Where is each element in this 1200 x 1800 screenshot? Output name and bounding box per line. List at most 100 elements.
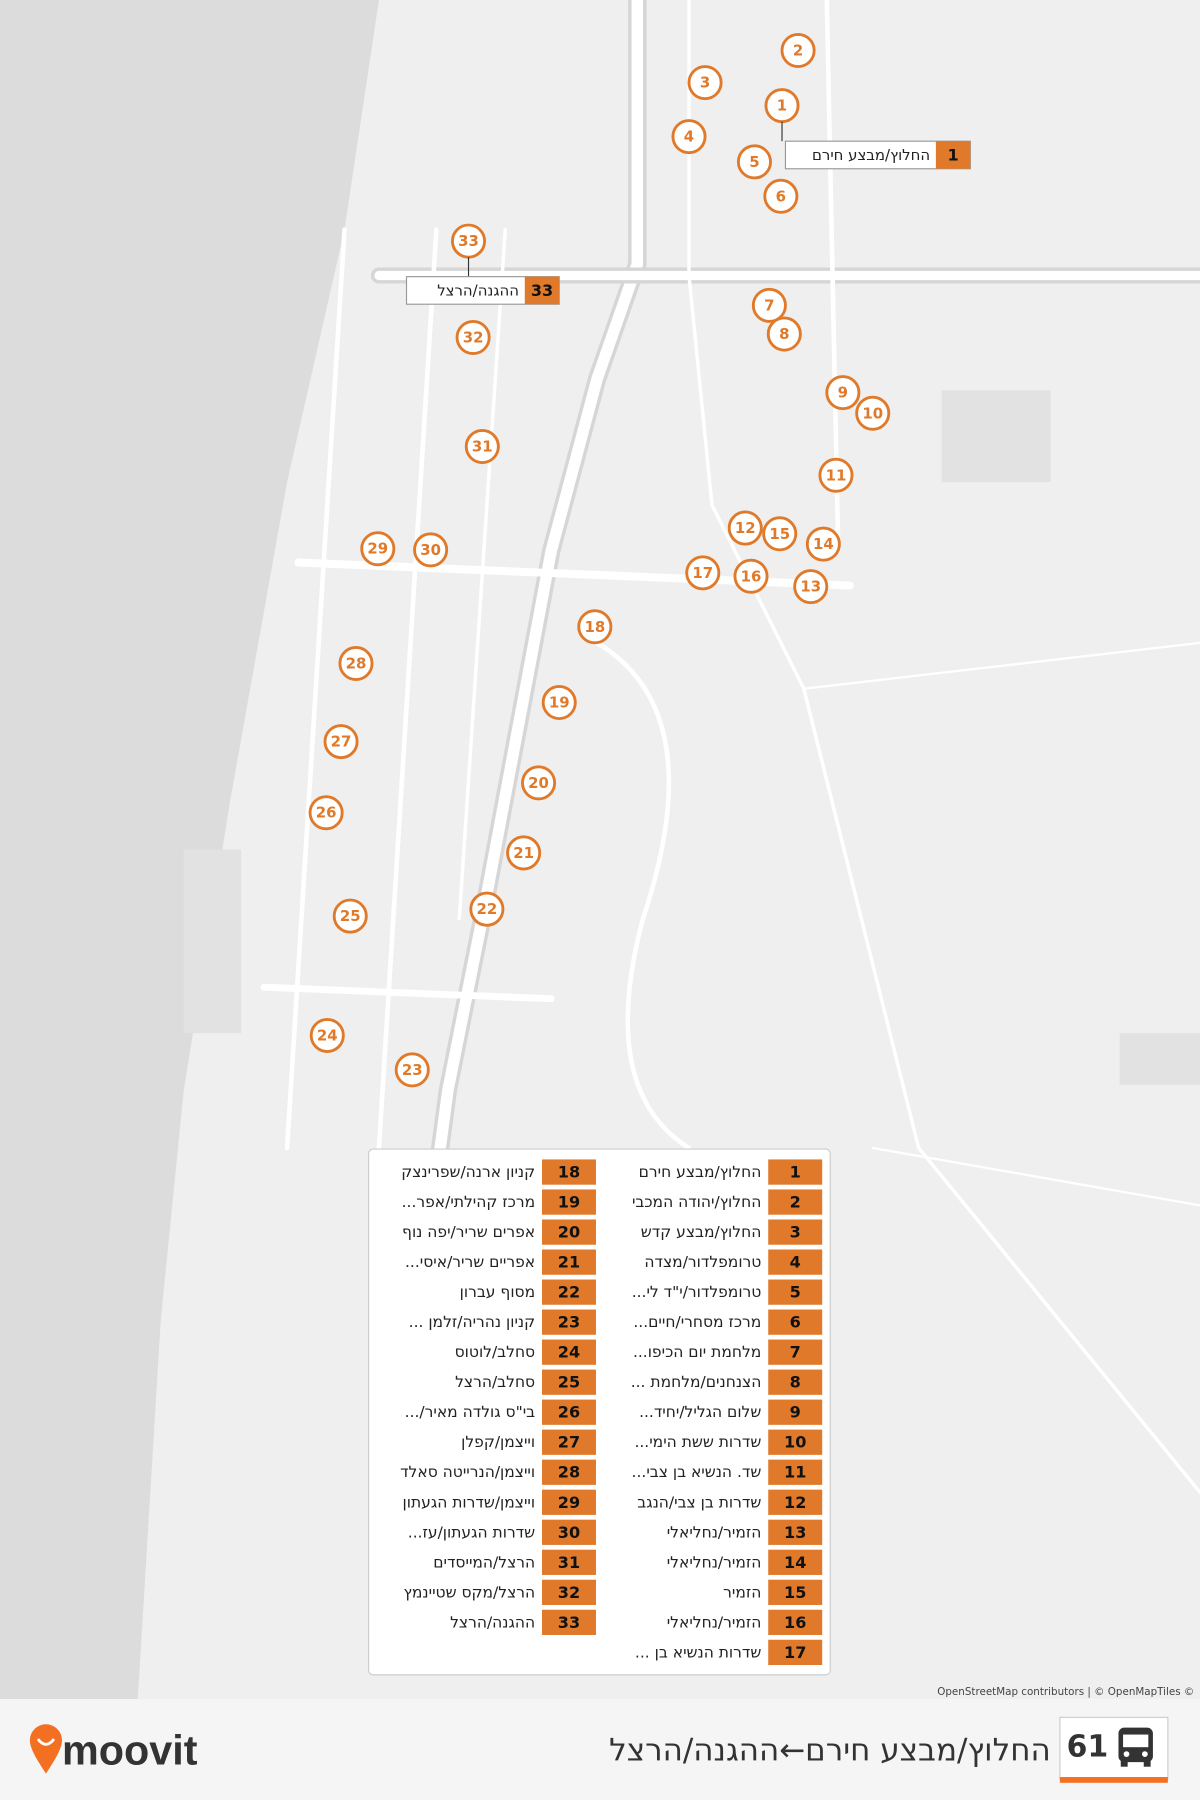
table-stop-name: טרומפלדור/י"ד לי...: [632, 1283, 762, 1301]
table-stop-badge: [542, 1519, 596, 1545]
attribution: OpenStreetMap contributors | © OpenMapTi…: [937, 1686, 1194, 1698]
stop-marker: [793, 569, 829, 605]
stop-marker: [763, 178, 799, 214]
table-stop-badge: [542, 1429, 596, 1455]
callout-number: 33: [531, 281, 553, 300]
table-stop-number: 25: [558, 1373, 580, 1392]
stop-marker-number: 18: [584, 618, 605, 636]
stop-marker-number: 20: [528, 774, 549, 792]
table-stop-badge: [542, 1489, 596, 1515]
stop-marker: [671, 119, 707, 155]
stop-marker: [751, 287, 787, 323]
table-stop-badge: [542, 1579, 596, 1605]
table-stop-badge: [768, 1609, 823, 1635]
stop-marker: [685, 555, 721, 591]
stop-marker-number: 9: [838, 384, 848, 402]
brand-logo: moovit: [62, 1728, 198, 1774]
table-stop-name: החלוץ/מבצע קדש: [641, 1223, 762, 1241]
table-stop-number: 6: [790, 1313, 801, 1332]
table-stop-name: הזמיר/נחליאלי: [667, 1553, 762, 1571]
stop-marker: [309, 1017, 345, 1053]
table-stop-number: 27: [558, 1433, 580, 1452]
table-stop-badge: [768, 1369, 823, 1395]
table-stop-name: וייצמן/שדרות הגעתון: [403, 1493, 536, 1511]
table-stop-name: קניון ארנה/שפרינצק: [401, 1163, 535, 1181]
stop-marker: [469, 891, 505, 927]
table-stop-number: 18: [558, 1163, 580, 1182]
table-stop-number: 1: [790, 1163, 801, 1182]
table-stop-badge: [768, 1459, 823, 1485]
table-stop-badge: [542, 1189, 596, 1215]
table-stop-number: 3: [790, 1223, 801, 1242]
table-stop-number: 23: [558, 1313, 580, 1332]
stops-table-rows: 1 החלוץ/מבצע חירם 2 החלוץ/יהודה המכבי 3 החלוץ…: [400, 1159, 823, 1665]
stop-marker: [521, 765, 557, 801]
stop-marker: [762, 516, 798, 552]
table-stop-name: אפרים שריר/יפה נוף: [402, 1223, 535, 1241]
table-stop-number: 16: [784, 1613, 806, 1632]
table-stop-name: שדרות הנשיא בן ...: [635, 1643, 761, 1661]
table-stop-name: מרכז קהילתי/אפר...: [402, 1193, 536, 1211]
stop-marker: [506, 835, 542, 871]
table-stop-name: מסוף עברון: [460, 1283, 535, 1301]
stop-marker-number: 30: [420, 541, 441, 559]
callout-badge: [935, 141, 971, 169]
table-stop-number: 28: [558, 1463, 580, 1482]
stop-marker-number: 32: [463, 329, 484, 347]
table-stop-number: 9: [790, 1403, 801, 1422]
table-stop-name: החלוץ/מבצע חירם: [639, 1163, 762, 1181]
table-stop-badge: [542, 1399, 596, 1425]
stop-marker-number: 31: [472, 438, 493, 456]
callout-number: 1: [948, 145, 959, 164]
table-stop-badge: [768, 1249, 823, 1275]
footer: [0, 1698, 1200, 1800]
stop-marker-number: 13: [800, 578, 821, 596]
stop-marker-number: 23: [402, 1061, 423, 1079]
table-stop-name: הרצל/המייסדים: [433, 1553, 535, 1571]
table-stop-number: 33: [558, 1613, 580, 1632]
stop-marker: [577, 609, 613, 645]
table-stop-badge: [768, 1159, 823, 1185]
stop-marker-number: 2: [793, 42, 803, 60]
table-stop-number: 13: [784, 1523, 806, 1542]
stop-marker: [455, 319, 491, 356]
table-stop-name: וייצמן/הנרייטה סאלד: [400, 1463, 535, 1481]
stop-marker-number: 12: [735, 519, 756, 537]
table-stop-badge: [542, 1219, 596, 1245]
stop-marker-number: 17: [692, 564, 713, 582]
stop-marker-number: 5: [749, 153, 759, 171]
table-stop-name: ההגנה/הרצל: [450, 1613, 535, 1631]
table-stop-badge: [542, 1609, 596, 1635]
stop-marker-number: 22: [477, 900, 498, 918]
table-stop-name: סחלב/הרצל: [455, 1373, 535, 1391]
table-stop-badge: [542, 1159, 596, 1185]
stop-marker-number: 4: [684, 128, 694, 146]
table-stop-number: 12: [784, 1493, 806, 1512]
stop-callouts: 1 החלוץ/מבצע חירם 33 ההגנה/הרצל: [405, 121, 971, 305]
stop-marker-number: 10: [862, 404, 883, 422]
stop-marker: [394, 1052, 430, 1088]
table-stop-name: הזמיר/נחליאלי: [667, 1613, 762, 1631]
stop-marker: [855, 395, 891, 431]
table-stop-name: וייצמן/קפלן: [461, 1433, 535, 1451]
stop-marker-number: 7: [764, 296, 774, 314]
table-stop-name: שדרות ששת הימי...: [634, 1433, 761, 1451]
table-stop-name: הצנחנים/מלחמת ...: [631, 1373, 762, 1391]
table-stop-number: 31: [558, 1553, 580, 1572]
table-stop-name: הרצל/מקס שטיינמץ: [404, 1583, 536, 1601]
stop-marker-number: 19: [549, 694, 570, 712]
table-stop-number: 20: [558, 1223, 580, 1242]
stop-marker-number: 6: [776, 187, 786, 205]
callout-badge: [524, 276, 560, 305]
stop-marker-number: 15: [769, 525, 790, 543]
table-stop-name: החלוץ/יהודה המכבי: [632, 1193, 761, 1211]
callout-name: החלוץ/מבצע חירם: [812, 146, 930, 164]
stop-marker: [727, 510, 763, 546]
table-stop-name: קניון נהריה/זלמן ...: [409, 1313, 535, 1331]
stop-marker: [360, 531, 396, 567]
table-stop-number: 14: [784, 1553, 806, 1572]
table-stop-badge: [768, 1639, 823, 1665]
stops-table: [368, 1148, 831, 1676]
